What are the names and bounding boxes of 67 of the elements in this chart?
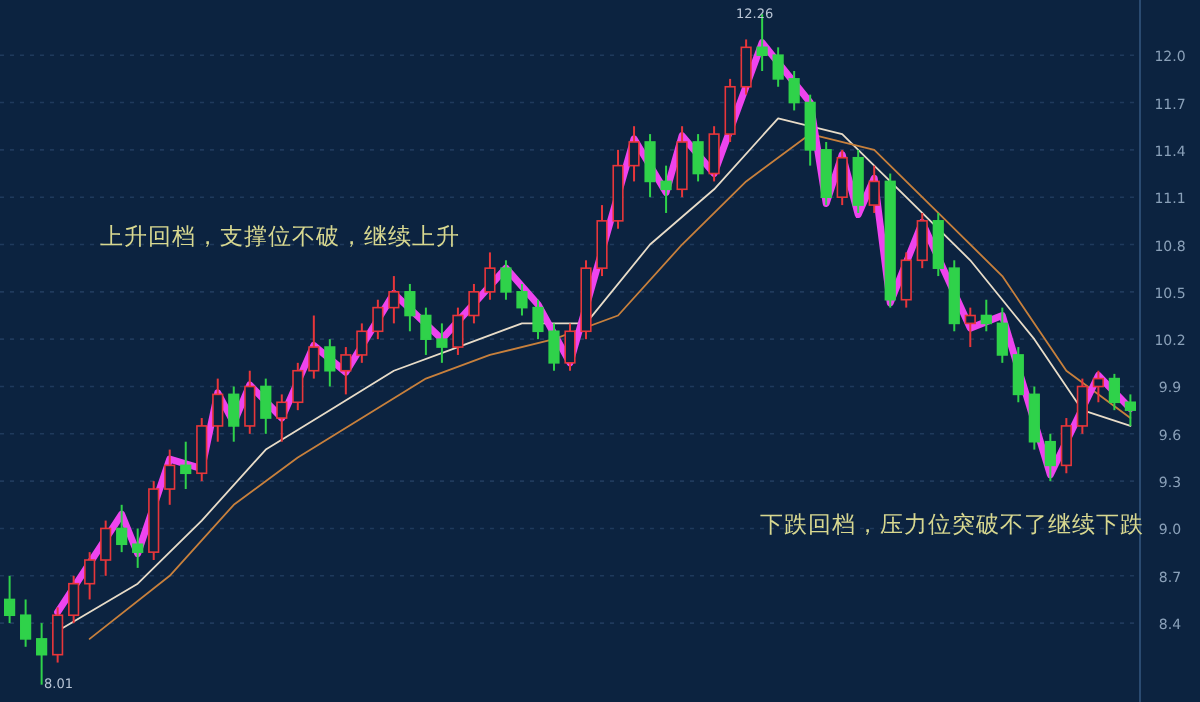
candlestick: [244, 369, 256, 435]
annotation: 下跌回档，压力位突破不了继续下跌: [760, 510, 1144, 538]
candlestick: [340, 346, 352, 396]
candlestick: [132, 527, 144, 569]
candlestick: [212, 377, 224, 443]
candlestick: [532, 298, 544, 341]
annotation: 上升回档，支撑位不破，继续上升: [100, 222, 460, 250]
candlestick: [548, 322, 560, 372]
candlestick: [628, 125, 640, 183]
candlestick: [164, 448, 176, 506]
candlestick: [724, 77, 736, 143]
candlestick: [996, 306, 1008, 364]
candlestick: [356, 322, 368, 364]
candlestick: [84, 551, 96, 601]
candlestick: [228, 385, 240, 443]
candlestick: [196, 417, 208, 483]
candlestick: [404, 282, 416, 333]
candlestick: [308, 314, 320, 380]
candlestick: [1028, 385, 1040, 451]
candlestick: [452, 306, 464, 356]
candlestick: [20, 598, 32, 648]
candlestick: [708, 125, 720, 183]
candlestick: [772, 46, 784, 88]
candlestick: [36, 622, 48, 686]
candlestick: [1124, 393, 1136, 427]
candlestick: [324, 338, 336, 388]
candlestick: [788, 69, 800, 112]
candlestick: [4, 574, 16, 625]
candlestick: [372, 298, 384, 341]
candlestick: [900, 251, 912, 309]
candlestick: [500, 259, 512, 301]
candlestick: [436, 322, 448, 364]
candlestick: [596, 204, 608, 278]
candlestick: [964, 306, 976, 349]
candlestick: [1012, 346, 1024, 404]
candlestick: [116, 503, 128, 554]
candlestick: [804, 93, 816, 167]
candlestick: [388, 275, 400, 325]
candlestick: [100, 519, 112, 577]
candlestick: [180, 440, 192, 491]
candlestick: [916, 211, 928, 270]
candlestick: [932, 211, 944, 278]
candlestick: [1092, 369, 1104, 404]
candlestick: [468, 282, 480, 325]
candlestick: [260, 377, 272, 435]
candlestick: [980, 298, 992, 333]
candlestick: [420, 306, 432, 356]
candlestick: [660, 164, 672, 214]
candlestick: [276, 393, 288, 443]
candlestick: [852, 148, 864, 214]
candlestick: [1060, 417, 1072, 475]
candlestick: [1076, 377, 1088, 435]
candlestick: [820, 140, 832, 207]
candlestick: [484, 251, 496, 301]
candlestick: [676, 125, 688, 199]
candlestick: [1044, 432, 1056, 483]
candlestick: [1108, 372, 1120, 412]
candlestick: [836, 148, 848, 207]
candlestick: [692, 133, 704, 183]
candlestick: [516, 282, 528, 317]
candlestick: [564, 322, 576, 372]
candlestick: [644, 133, 656, 199]
candlestick: [68, 574, 80, 625]
candlestick: [868, 164, 880, 214]
candlestick: [292, 361, 304, 412]
candlestick: [52, 606, 64, 664]
candlestick: [740, 38, 752, 96]
